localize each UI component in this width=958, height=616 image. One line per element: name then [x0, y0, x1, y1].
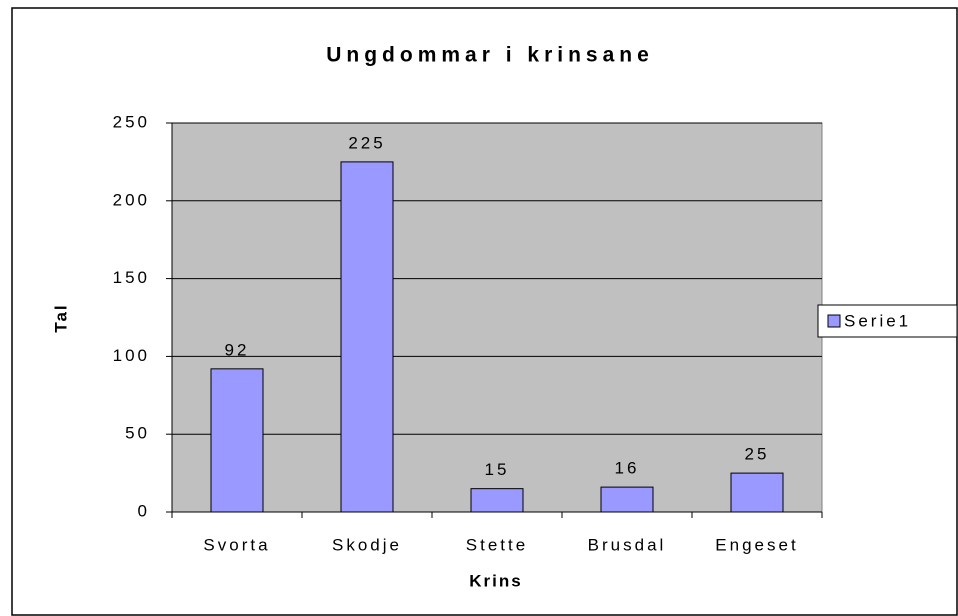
bar [730, 472, 784, 513]
bar [600, 486, 654, 513]
x-tick-label: Brusdal [588, 535, 667, 554]
plot-area [171, 122, 823, 513]
y-tick-label: 100 [113, 346, 150, 365]
y-tick-label: 250 [113, 112, 150, 131]
legend-label: Serie1 [844, 311, 911, 330]
data-label: 25 [745, 445, 770, 464]
x-tick-label: Svorta [203, 535, 270, 554]
legend-box [817, 304, 958, 338]
chart-title: Ungdommar i krinsane [326, 44, 654, 67]
y-tick-label: 150 [113, 268, 150, 287]
legend-swatch [827, 314, 841, 328]
data-label: 16 [615, 459, 640, 478]
y-tick-label: 200 [113, 190, 150, 209]
bar [340, 161, 394, 513]
y-tick-label: 50 [125, 424, 150, 443]
data-label: 92 [225, 340, 250, 359]
x-axis-title: Krins [469, 571, 522, 590]
data-label: 225 [348, 133, 385, 152]
bar [470, 488, 524, 513]
y-tick-label: 0 [138, 501, 150, 520]
x-tick-label: Skodje [332, 535, 402, 554]
bar [210, 368, 264, 513]
data-label: 15 [485, 460, 510, 479]
x-tick-label: Stette [466, 535, 528, 554]
y-axis-title: Tal [51, 303, 70, 332]
x-tick-label: Engeset [715, 535, 798, 554]
